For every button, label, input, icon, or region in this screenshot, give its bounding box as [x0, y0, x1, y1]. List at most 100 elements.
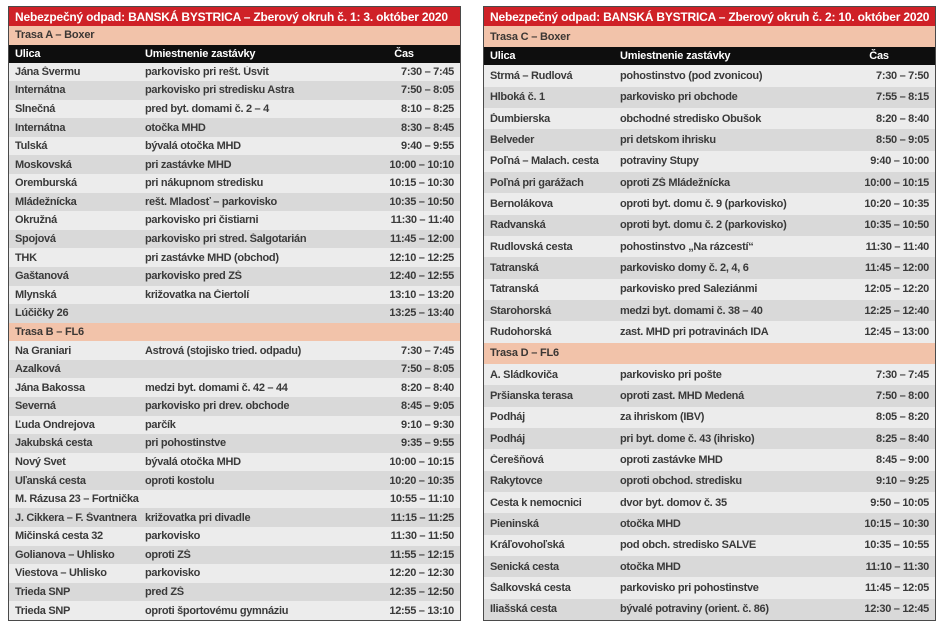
time-cell: 7:30 – 7:45 [876, 368, 929, 381]
time-cell: 9:50 – 10:05 [870, 496, 929, 509]
street-cell: Slnečná [15, 103, 56, 116]
location-cell: pri zastávke MHD [145, 158, 232, 171]
street-cell: A. Sládkoviča [490, 368, 558, 381]
street-cell: Strmá – Rudlová [490, 69, 573, 82]
table-row: Ľuda Ondrejova parčík 9:10 – 9:30 [9, 415, 460, 435]
table-row: Mládežnícka rešt. Mladosť – parkovisko 10:… [9, 192, 460, 212]
time-cell: 9:40 – 9:55 [401, 140, 454, 153]
location-cell: oproti zastávke MHD [620, 453, 723, 466]
time-cell: 8:10 – 8:25 [401, 103, 454, 116]
table-row: Tatranská parkovisko domy č. 2, 4, 6 11:45… [484, 257, 935, 279]
table-row: Radvanská oproti byt. domu č. 2 (parkovis… [484, 214, 935, 236]
street-cell: Šalkovská cesta [490, 581, 571, 594]
time-cell: 10:55 – 11:10 [390, 493, 454, 506]
street-cell: Lúčičky 26 [15, 307, 69, 320]
location-cell: oproti obchod. stredisku [620, 475, 742, 488]
location-cell: pred byt. domami č. 2 – 4 [145, 103, 269, 116]
time-cell: 8:05 – 8:20 [876, 411, 929, 424]
time-cell: 12:20 – 12:30 [389, 567, 454, 580]
time-cell: 10:15 – 10:30 [389, 177, 454, 190]
location-cell: pred ZŠ [145, 586, 184, 599]
street-cell: Trieda SNP [15, 586, 71, 599]
time-cell: 12:25 – 12:40 [864, 304, 929, 317]
location-cell: oproti byt. domu č. 9 (parkovisko) [620, 197, 787, 210]
time-cell: 10:35 – 10:50 [389, 195, 454, 208]
time-cell: 12:45 – 13:00 [864, 325, 929, 338]
table-row: Moskovská pri zastávke MHD 10:00 – 10:10 [9, 155, 460, 175]
location-cell: parkovisko pri pohostinstve [620, 581, 759, 594]
table-row: Ďumbierska obchodné stredisko Obušok 8:20 … [484, 107, 935, 130]
location-cell: pri zastávke MHD (obchod) [145, 251, 279, 264]
time-cell: 12:10 – 12:25 [389, 251, 454, 264]
column-header-street: Ulica [490, 50, 516, 63]
street-cell: Rakytovce [490, 475, 543, 488]
location-cell: parkovisko pri stred. Šalgotarián [145, 233, 307, 246]
street-cell: Gaštanová [15, 270, 69, 283]
time-cell: 13:25 – 13:40 [389, 307, 454, 320]
time-cell: 8:20 – 8:40 [401, 381, 454, 394]
time-cell: 8:30 – 8:45 [401, 121, 454, 134]
time-cell: 11:30 – 11:50 [390, 530, 455, 543]
location-cell: pohostinstvo (pod zvonicou) [620, 69, 763, 82]
table-row: Viestova – Uhlisko parkovisko 12:20 – 12:3… [9, 564, 460, 583]
time-cell: 10:00 – 10:15 [389, 456, 454, 468]
street-cell: Okružná [15, 214, 57, 227]
table-body: Trasa A – Boxer Ulica Umiestnenie zastávky… [9, 26, 460, 620]
table-row: Jakubská cesta pri pohostinstve 9:35 – 9:5… [9, 434, 460, 453]
table-row: Jána Bakossa medzi byt. domami č. 42 – 44… [9, 378, 460, 397]
time-cell: 7:50 – 8:05 [401, 363, 454, 376]
street-cell: Podháj [490, 411, 525, 424]
table-row: Gaštanová parkovisko pred ZŠ 12:40 – 12:55 [9, 266, 460, 286]
table-row: Starohorská medzi byt. domami č. 38 – 40 1… [484, 299, 935, 322]
time-cell: 11:55 – 12:15 [390, 548, 454, 561]
time-cell: 9:40 – 10:00 [870, 155, 929, 168]
table-row: Iliašská cesta bývalé potraviny (orient. … [484, 598, 935, 620]
section-header: Trasa B – FL6 [9, 322, 460, 342]
table-row: Nový Svet bývalá otočka MHD 10:00 – 10:15 [9, 452, 460, 472]
table-row: Oremburská pri nákupnom stredisku 10:15 – … [9, 174, 460, 193]
street-cell: Jakubská cesta [15, 437, 93, 450]
time-cell: 7:30 – 7:45 [401, 65, 454, 78]
location-cell: bývalé potraviny (orient. č. 86) [620, 603, 769, 616]
location-cell: oproti byt. domu č. 2 (parkovisko) [620, 219, 787, 232]
time-cell: 7:30 – 7:50 [876, 69, 929, 82]
street-cell: Mičinská cesta 32 [15, 530, 103, 543]
time-cell: 11:45 – 12:00 [865, 261, 929, 274]
time-cell: 11:10 – 11:30 [865, 560, 930, 573]
street-cell: Azalková [15, 363, 61, 376]
time-cell: 11:30 – 11:40 [390, 214, 455, 227]
street-cell: Cesta k nemocnici [490, 496, 582, 509]
location-cell: Astrová (stojisko tried. odpadu) [145, 344, 302, 357]
column-header-location: Umiestnenie zastávky [145, 47, 256, 60]
street-cell: Tulská [15, 140, 48, 153]
street-cell: Belveder [490, 133, 535, 146]
table-row: Čerešňová oproti zastávke MHD 8:45 – 9:00 [484, 449, 935, 471]
time-cell: 9:35 – 9:55 [401, 437, 454, 450]
location-cell: pod obch. stredisko SALVE [620, 539, 756, 552]
column-header-row: Ulica Umiestnenie zastávky Čas [484, 47, 935, 66]
table-row: Senická cesta otočka MHD 11:10 – 11:30 [484, 555, 935, 578]
collection-table-circuit-2: Nebezpečný odpad: BANSKÁ BYSTRICA – Zber… [483, 6, 936, 621]
street-cell: Rudlovská cesta [490, 240, 573, 253]
street-cell: Severná [15, 400, 56, 413]
time-cell: 12:30 – 12:45 [864, 603, 929, 616]
time-cell: 8:25 – 8:40 [876, 432, 929, 445]
location-cell: parkovisko pri čistiarni [145, 214, 259, 227]
location-cell: parkovisko pred Saleziánmi [620, 283, 758, 296]
table-row: Rakytovce oproti obchod. stredisku 9:10 – … [484, 470, 935, 492]
street-cell: M. Rázusa 23 – Fortnička [15, 493, 139, 506]
street-cell: Spojová [15, 233, 56, 246]
table-body: Trasa C – Boxer Ulica Umiestnenie zastávky… [484, 26, 935, 620]
time-cell: 12:35 – 12:50 [389, 586, 454, 599]
street-cell: Nový Svet [15, 456, 66, 468]
table-row: A. Sládkoviča parkovisko pri pošte 7:30 – … [484, 363, 935, 386]
time-cell: 8:45 – 9:00 [876, 453, 929, 466]
location-cell: oproti ZŠ Mládežnícka [620, 176, 730, 189]
time-cell: 13:10 – 13:20 [389, 288, 454, 301]
street-cell: Rudohorská [490, 325, 552, 338]
time-cell: 10:00 – 10:15 [864, 176, 929, 189]
street-cell: Ľuda Ondrejova [15, 418, 95, 431]
table-row: Internátna otočka MHD 8:30 – 8:45 [9, 118, 460, 137]
table-row: Azalková 7:50 – 8:05 [9, 359, 460, 379]
